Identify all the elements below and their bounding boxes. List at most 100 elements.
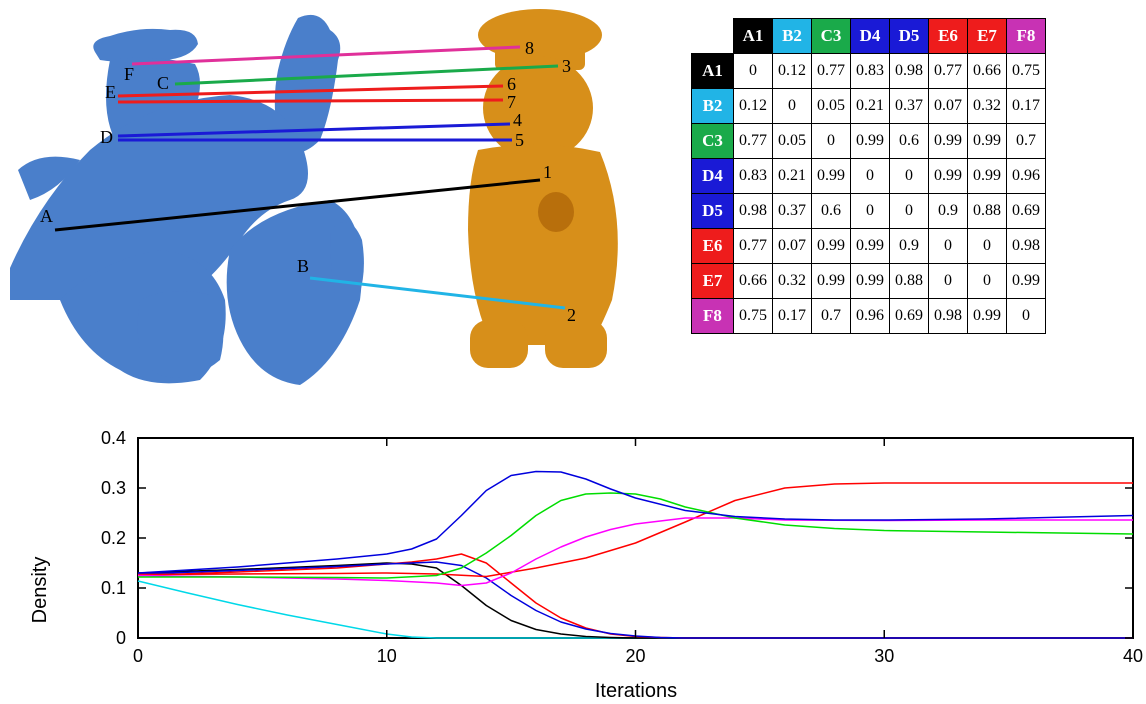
matrix-row: A1 0 0.12 0.77 0.83 0.98 0.77 0.66 0.75	[691, 53, 1046, 89]
matrix-cell: 0.99	[967, 298, 1007, 334]
matrix-cell: 0	[811, 123, 851, 159]
matrix-cell: 0	[850, 193, 890, 229]
matrix-col-header: E6	[928, 18, 968, 54]
plot-border	[137, 437, 1134, 639]
matrix-cell: 0	[889, 193, 929, 229]
matrix-cell: 0.99	[967, 158, 1007, 194]
matrix-cell: 0.37	[889, 88, 929, 124]
matrix-cell: 0.6	[889, 123, 929, 159]
orange-body-shape	[468, 144, 618, 345]
matrix-cell: 0.77	[733, 123, 773, 159]
matrix-header-row: A1 B2 C3 D4 D5 E6 E7 F8	[691, 18, 1046, 54]
x-tick-label: 10	[377, 646, 397, 666]
matrix-row-header: E7	[691, 263, 734, 299]
plot-ticks: 0 10 20 30 40 0 0.1 0.2 0.3 0.4	[101, 428, 1143, 666]
matrix-col-header: A1	[733, 18, 773, 54]
matrix-cell: 0.32	[772, 263, 812, 299]
plot-frame	[137, 437, 1134, 639]
blue-upper-left-shape	[18, 156, 80, 200]
matrix-cell: 0.88	[889, 263, 929, 299]
matrix-cell: 0.77	[928, 53, 968, 89]
matrix-col-header: F8	[1006, 18, 1046, 54]
y-tick-label: 0.1	[101, 578, 126, 598]
matrix-cell: 0.6	[811, 193, 851, 229]
matrix-cell: 0.7	[811, 298, 851, 334]
matrix-cell: 0.75	[733, 298, 773, 334]
matrix-col-header: D4	[850, 18, 890, 54]
matrix-cell: 0.99	[967, 123, 1007, 159]
series-line-8	[137, 470, 1134, 574]
matrix-cell: 0.05	[772, 123, 812, 159]
matrix-row-header: B2	[691, 88, 734, 124]
matrix-cell: 0.99	[928, 158, 968, 194]
match-line-D4	[117, 122, 511, 138]
point-label-3: 3	[562, 56, 571, 76]
match-line-B2	[309, 276, 566, 310]
matrix-row-header: A1	[691, 53, 734, 89]
matrix-cell: 0.07	[928, 88, 968, 124]
y-axis-label: Density	[29, 557, 51, 624]
match-line-F8	[131, 45, 521, 66]
point-label-2: 2	[567, 305, 576, 325]
matrix-cell: 0.88	[967, 193, 1007, 229]
matrix-cell: 0	[733, 53, 773, 89]
matrix-row-header: C3	[691, 123, 734, 159]
blue-creature-shape	[137, 291, 224, 378]
matrix-cell: 0.98	[733, 193, 773, 229]
matrix-cell: 0.99	[928, 123, 968, 159]
matrix-row-header: F8	[691, 298, 734, 334]
point-label-6: 6	[507, 74, 516, 94]
matrix-col-header: E7	[967, 18, 1007, 54]
matrix-cell: 0.69	[1006, 193, 1046, 229]
series-line-2	[137, 562, 1133, 639]
match-line-E7	[117, 98, 504, 104]
matrix-row: D5 0.98 0.37 0.6 0 0 0.9 0.88 0.69	[691, 193, 1046, 229]
matrix-row: E6 0.77 0.07 0.99 0.99 0.9 0 0 0.98	[691, 228, 1046, 264]
matrix-row: C3 0.77 0.05 0 0.99 0.6 0.99 0.99 0.7	[691, 123, 1046, 159]
point-label-F: F	[124, 64, 134, 84]
y-tick-label: 0.3	[101, 478, 126, 498]
correspondence-lines	[54, 45, 566, 310]
matrix-cell: 0	[967, 263, 1007, 299]
matrix-row-header: D4	[691, 158, 734, 194]
matrix-row-header: D5	[691, 193, 734, 229]
matrix-cell: 0	[967, 228, 1007, 264]
matrix-cell: 0.32	[967, 88, 1007, 124]
series-line-7	[138, 492, 1134, 579]
orange-head-shape	[483, 56, 593, 160]
point-label-C: C	[157, 73, 169, 93]
point-label-8: 8	[525, 38, 534, 58]
series-line-6	[137, 517, 1133, 587]
matrix-cell: 0.99	[1006, 263, 1046, 299]
matrix-cell: 0.96	[1006, 158, 1046, 194]
x-tick-label: 30	[874, 646, 894, 666]
matrix-col-header: D5	[889, 18, 929, 54]
point-label-1: 1	[543, 162, 552, 182]
series-line-3	[137, 553, 1133, 639]
matrix-cell: 0.21	[772, 158, 812, 194]
x-tick-label: 0	[133, 646, 143, 666]
blue-models	[10, 14, 364, 385]
matrix-cell: 0	[772, 88, 812, 124]
matrix-cell: 0.66	[733, 263, 773, 299]
matrix-cell: 0.69	[889, 298, 929, 334]
matrix-cell: 0.17	[772, 298, 812, 334]
matrix-cell: 0.83	[733, 158, 773, 194]
matrix-cell: 0.07	[772, 228, 812, 264]
match-line-E6	[117, 84, 504, 98]
series-line-4	[137, 561, 1133, 639]
point-label-B: B	[297, 256, 309, 276]
plot-series	[137, 470, 1134, 639]
orange-figure	[468, 9, 618, 368]
matrix-cell: 0	[928, 228, 968, 264]
matrix-cell: 0.75	[1006, 53, 1046, 89]
matrix-cell: 0.99	[811, 158, 851, 194]
affinity-matrix: A1 B2 C3 D4 D5 E6 E7 F8 A1 0 0.12 0.77 0.83 0.98 0.77…	[691, 18, 1046, 334]
matrix-cell: 0.66	[967, 53, 1007, 89]
matrix-cell: 0.77	[811, 53, 851, 89]
x-tick-label: 20	[625, 646, 645, 666]
series-line-1	[137, 580, 1133, 639]
y-tick-label: 0	[116, 628, 126, 648]
matrix-row: D4 0.83 0.21 0.99 0 0 0.99 0.99 0.96	[691, 158, 1046, 194]
matrix-cell: 0	[889, 158, 929, 194]
